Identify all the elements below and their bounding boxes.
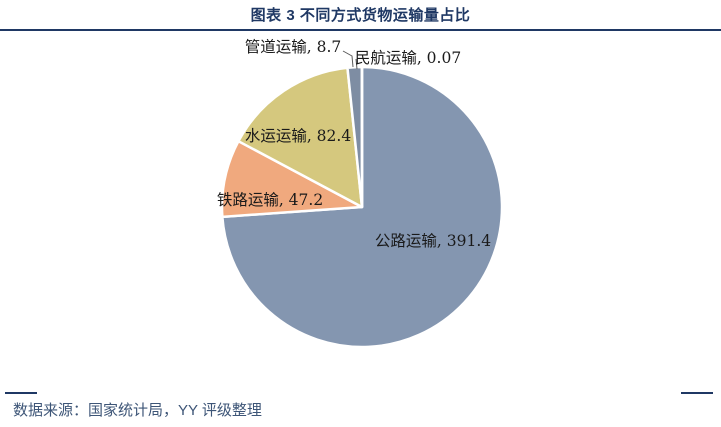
slice-label-pipeline: 管道运输, 8.7	[245, 38, 342, 56]
pie-slice-water	[237, 66, 364, 209]
chart-footer: 数据来源：国家统计局，YY 评级整理	[0, 392, 721, 427]
leader-line-aviation	[355, 58, 358, 70]
slice-label-rail: 铁路运输, 47.2	[217, 191, 323, 209]
pie-slices	[220, 65, 504, 349]
footer-rule-right	[681, 392, 713, 394]
pie-chart-area: 公路运输, 391.4 铁路运输, 47.2 水运运输, 82.4 管道运输, 8.7…	[0, 32, 721, 392]
slice-label-water: 水运运输, 82.4	[245, 127, 352, 145]
slice-label-road: 公路运输, 391.4	[375, 232, 491, 250]
chart-title: 图表 3 不同方式货物运输量占比	[250, 7, 471, 24]
slice-labels: 公路运输, 391.4 铁路运输, 47.2 水运运输, 82.4 管道运输, 8.7…	[217, 38, 491, 250]
footer-rule-left	[5, 392, 37, 394]
chart-header: 图表 3 不同方式货物运输量占比	[0, 0, 721, 31]
pie-chart: 公路运输, 391.4 铁路运输, 47.2 水运运输, 82.4 管道运输, 8.7…	[217, 38, 504, 349]
leader-lines	[342, 50, 358, 70]
data-source: 数据来源：国家统计局，YY 评级整理	[13, 402, 262, 419]
leader-line-pipeline	[342, 50, 354, 68]
slice-label-aviation: 民航运输, 0.07	[355, 49, 461, 67]
